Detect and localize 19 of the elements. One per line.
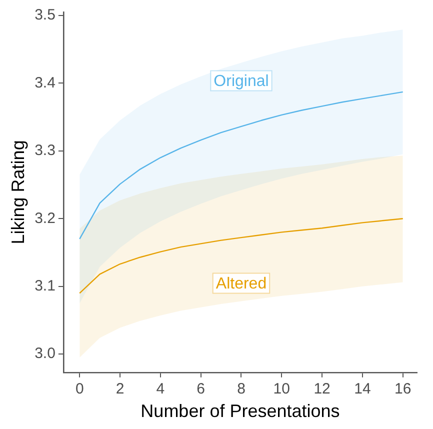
x-tick-label: 0 <box>75 380 84 398</box>
y-axis-title: Liking Rating <box>8 140 28 244</box>
x-tick-label: 14 <box>354 380 371 398</box>
y-tick-label: 3.5 <box>34 6 56 24</box>
y-tick-label: 3.3 <box>34 142 56 160</box>
y-tick-label: 3.4 <box>34 74 56 92</box>
x-tick-label: 2 <box>116 380 124 398</box>
x-tick-label: 4 <box>156 380 165 398</box>
y-tick-label: 3.1 <box>34 278 56 295</box>
series-label: Original <box>214 73 269 90</box>
x-tick-label: 8 <box>237 380 246 398</box>
y-tick-label: 3.2 <box>34 210 56 227</box>
x-tick-label: 6 <box>196 380 206 398</box>
text: Altered <box>216 276 267 293</box>
x-axis-title: Number of Presentations <box>140 401 340 422</box>
x-tick-label: 16 <box>394 380 412 398</box>
x-tick-label: 10 <box>273 380 290 398</box>
x-tick-label: 12 <box>314 380 330 398</box>
y-tick-label: 3.0 <box>34 345 56 362</box>
